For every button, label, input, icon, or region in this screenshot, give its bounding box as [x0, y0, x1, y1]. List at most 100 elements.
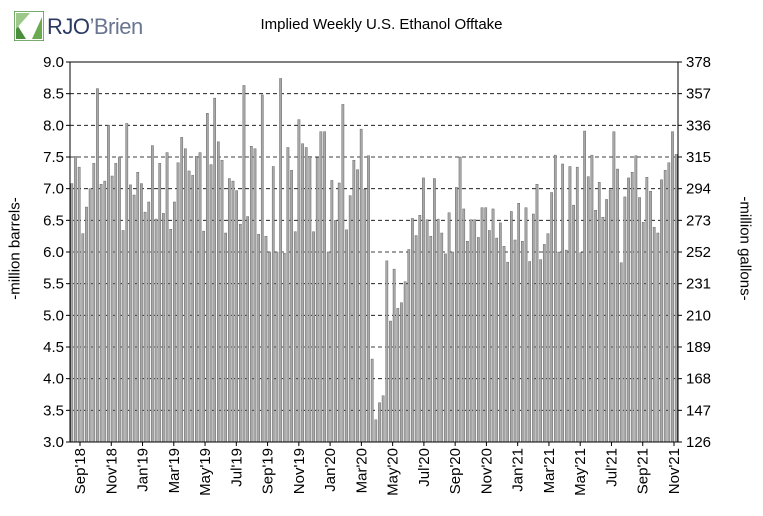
- x-tick-label: Jan'19: [135, 448, 152, 492]
- bar: [282, 253, 286, 443]
- bar: [513, 239, 517, 443]
- x-tick-label: May'21: [572, 448, 589, 496]
- y-tick-label-left: 4.5: [43, 339, 64, 356]
- bar: [414, 235, 418, 443]
- bar: [308, 156, 312, 443]
- bar: [238, 223, 242, 443]
- bar: [326, 251, 330, 443]
- bar: [623, 196, 627, 443]
- bar: [367, 155, 370, 443]
- bar: [495, 237, 499, 443]
- bar: [539, 259, 542, 443]
- bar: [568, 166, 572, 443]
- y-tick-label-right: 168: [686, 371, 711, 388]
- bar: [290, 170, 293, 443]
- y-tick-label-right: 231: [686, 276, 711, 293]
- bar: [403, 281, 407, 443]
- bar: [337, 182, 341, 443]
- bar: [444, 253, 447, 443]
- bar: [477, 237, 480, 443]
- bar: [619, 262, 623, 443]
- bar: [425, 219, 429, 443]
- bar: [455, 187, 458, 443]
- x-tick-label: Sep'21: [635, 448, 652, 494]
- bar: [488, 230, 491, 443]
- bar: [531, 213, 535, 443]
- bar: [645, 177, 649, 443]
- bar: [517, 203, 521, 443]
- bar: [510, 211, 513, 443]
- bar: [583, 130, 586, 443]
- bar: [561, 163, 564, 443]
- y-tick-label-right: 126: [686, 434, 711, 451]
- bar: [553, 154, 557, 443]
- bar: [370, 358, 374, 443]
- bar: [169, 228, 173, 443]
- bar: [227, 178, 231, 443]
- bar: [374, 419, 378, 443]
- x-tick-label: Nov'20: [478, 448, 495, 494]
- bar: [293, 231, 297, 443]
- bar: [330, 180, 334, 443]
- bar: [590, 154, 594, 443]
- y-tick-label-left: 7.0: [43, 181, 64, 198]
- bar: [356, 169, 359, 443]
- bar: [433, 178, 436, 443]
- bar: [466, 241, 469, 443]
- bar: [132, 194, 136, 443]
- bar: [473, 219, 477, 443]
- logo-mark-icon: [14, 11, 44, 41]
- bar: [579, 252, 583, 443]
- bar: [257, 234, 260, 443]
- bar: [348, 195, 352, 443]
- bar: [440, 232, 444, 443]
- bar: [542, 244, 546, 443]
- bar: [85, 206, 88, 443]
- bar: [521, 241, 524, 443]
- chart-title: Implied Weekly U.S. Ethanol Offtake: [260, 16, 503, 33]
- bar: [77, 166, 81, 443]
- bar: [147, 201, 151, 443]
- bar: [114, 163, 118, 443]
- bar: [319, 131, 323, 443]
- y-tick-label-left: 5.0: [43, 307, 64, 324]
- bar: [323, 131, 326, 443]
- bar: [121, 230, 125, 443]
- bar: [231, 180, 235, 443]
- bar: [608, 189, 612, 443]
- bar: [451, 251, 455, 443]
- bar: [649, 190, 652, 443]
- y-tick-label-right: 357: [686, 86, 711, 103]
- bar: [271, 166, 275, 443]
- bar: [242, 85, 246, 443]
- bar: [671, 131, 674, 443]
- bar: [264, 235, 268, 443]
- bar: [652, 227, 656, 443]
- y-tick-label-right: 273: [686, 212, 711, 229]
- bar: [407, 249, 411, 443]
- bar: [546, 233, 550, 443]
- y-tick-label-left: 4.0: [43, 371, 64, 388]
- y-tick-label-left: 6.5: [43, 212, 64, 229]
- rjo-brien-logo: RJO’Brien: [14, 10, 149, 42]
- bar: [572, 204, 575, 443]
- bar: [605, 199, 608, 443]
- y-tick-label-left: 8.5: [43, 86, 64, 103]
- logo-text-rest: ’Brien: [89, 14, 144, 39]
- bar: [136, 171, 140, 443]
- x-tick-label: Nov'19: [291, 448, 308, 494]
- bar: [634, 155, 638, 443]
- bar: [436, 218, 440, 443]
- bar: [70, 183, 74, 443]
- bar: [118, 156, 121, 443]
- bar: [140, 183, 143, 443]
- bar: [143, 211, 147, 443]
- bar: [597, 182, 601, 443]
- bar: [422, 177, 425, 443]
- x-tick-label: Mar'21: [541, 448, 558, 493]
- bar: [345, 229, 348, 443]
- bar: [253, 148, 257, 443]
- bar: [535, 184, 539, 443]
- bar: [462, 208, 466, 443]
